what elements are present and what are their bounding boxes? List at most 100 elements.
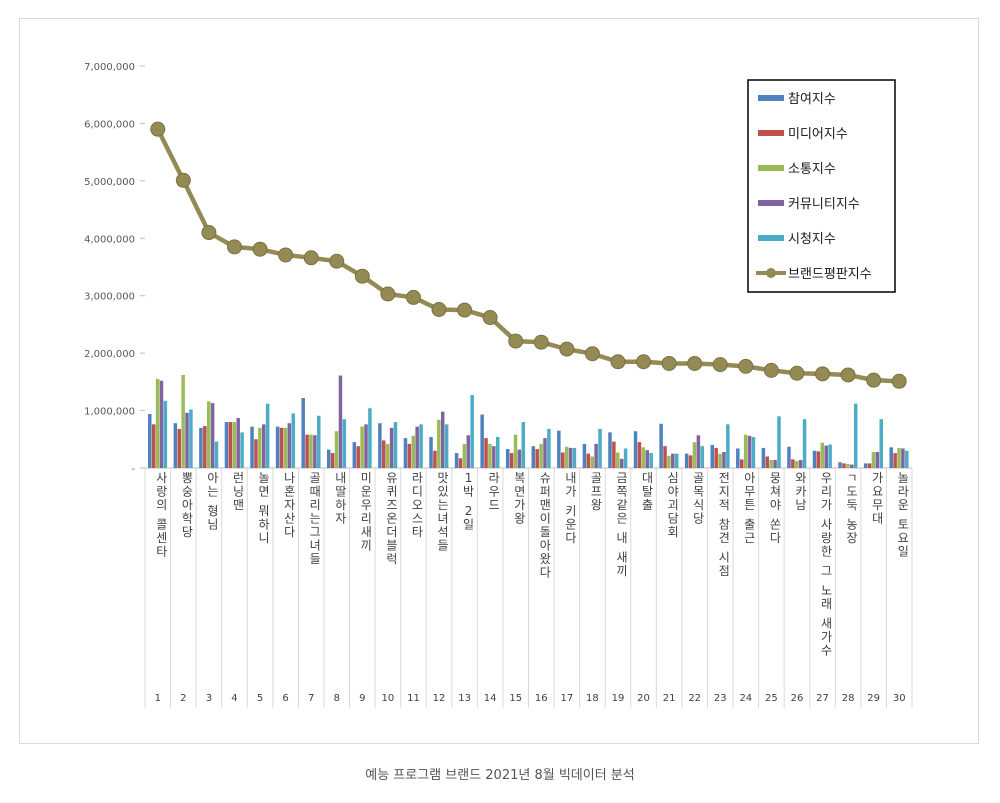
bar-미디어지수 [688, 455, 693, 468]
bar-미디어지수 [816, 451, 821, 468]
category-number: 15 [509, 693, 522, 704]
bar-소통지수 [181, 374, 185, 468]
bar-커뮤니티지수 [440, 411, 445, 468]
bar-참여지수 [608, 432, 612, 468]
category-number: 21 [663, 693, 676, 704]
bar-시청지수 [802, 419, 807, 468]
bar-커뮤니티지수 [389, 427, 394, 468]
bar-시청지수 [674, 453, 679, 468]
bar-미디어지수 [867, 463, 872, 468]
bar-시청지수 [547, 428, 551, 468]
category-number: 28 [842, 693, 855, 704]
category-number: 19 [612, 693, 625, 704]
bar-미디어지수 [203, 426, 207, 468]
bar-커뮤니티지수 [210, 403, 215, 468]
category-number: 20 [637, 693, 650, 704]
bar-시청지수 [291, 413, 295, 468]
bar-커뮤니티지수 [236, 418, 240, 468]
bar-참여지수 [505, 449, 510, 468]
bar-시청지수 [751, 436, 756, 468]
bar-시청지수 [240, 432, 244, 468]
point-브랜드평판지수 [380, 286, 396, 302]
point-브랜드평판지수 [329, 253, 345, 269]
point-브랜드평판지수 [226, 239, 242, 255]
bar-소통지수 [846, 463, 850, 468]
point-브랜드평판지수 [201, 225, 217, 241]
bar-시청지수 [214, 441, 219, 468]
bar-참여지수 [199, 427, 203, 468]
bar-시청지수 [470, 395, 474, 468]
bar-커뮤니티지수 [543, 438, 547, 468]
bar-커뮤니티지수 [824, 445, 828, 468]
bar-참여지수 [838, 462, 842, 468]
bar-커뮤니티지수 [619, 458, 624, 468]
bar-참여지수 [761, 447, 766, 468]
category-number: 13 [458, 693, 471, 704]
bar-소통지수 [897, 447, 901, 468]
point-브랜드평판지수 [533, 334, 549, 350]
bar-미디어지수 [458, 458, 463, 468]
bar-소통지수 [513, 434, 518, 468]
category-number: 14 [484, 693, 497, 704]
y-tick-label: 2,000,000 [84, 349, 135, 360]
bar-시청지수 [444, 424, 449, 468]
point-브랜드평판지수 [252, 241, 268, 257]
bar-커뮤니티지수 [875, 451, 880, 468]
category-number: 29 [867, 693, 880, 704]
bar-미디어지수 [637, 442, 642, 468]
bar-시청지수 [879, 419, 883, 468]
point-브랜드평판지수 [661, 355, 677, 371]
legend-swatch [758, 130, 784, 136]
bar-소통지수 [232, 422, 237, 468]
bar-미디어지수 [842, 463, 846, 468]
bar-커뮤니티지수 [338, 375, 343, 468]
bar-미디어지수 [279, 427, 284, 468]
bar-소통지수 [283, 427, 288, 468]
y-tick-label: 6,000,000 [84, 119, 135, 130]
bar-커뮤니티지수 [696, 435, 701, 468]
bar-참여지수 [173, 423, 178, 468]
bar-커뮤니티지수 [466, 435, 471, 468]
bar-시청지수 [853, 403, 858, 468]
category-number: 18 [586, 693, 599, 704]
bar-커뮤니티지수 [262, 424, 266, 468]
bar-참여지수 [787, 446, 791, 468]
category-number: 25 [765, 693, 778, 704]
category-number: 10 [382, 693, 395, 704]
bar-미디어지수 [765, 456, 770, 468]
legend-label: 미디어지수 [788, 127, 848, 142]
bar-커뮤니티지수 [722, 451, 726, 468]
y-tick-label: 3,000,000 [84, 292, 135, 303]
point-브랜드평판지수 [405, 289, 421, 305]
bar-참여지수 [557, 430, 561, 468]
bar-커뮤니티지수 [287, 423, 292, 468]
point-브랜드평판지수 [457, 302, 473, 318]
bar-참여지수 [275, 426, 280, 468]
bar-커뮤니티지수 [159, 380, 164, 468]
bar-미디어지수 [177, 428, 181, 468]
bar-미디어지수 [330, 453, 335, 468]
bar-미디어지수 [484, 438, 488, 468]
bar-커뮤니티지수 [415, 426, 419, 468]
point-브랜드평판지수 [508, 333, 524, 349]
bar-참여지수 [378, 423, 382, 468]
bar-소통지수 [820, 442, 825, 468]
point-브랜드평판지수 [431, 301, 447, 317]
category-number: 26 [791, 693, 804, 704]
point-브랜드평판지수 [584, 346, 600, 362]
bar-참여지수 [480, 414, 484, 468]
bar-참여지수 [403, 438, 408, 468]
bar-참여지수 [301, 397, 305, 468]
bar-시청지수 [726, 424, 730, 468]
bar-참여지수 [684, 453, 689, 468]
point-브랜드평판지수 [354, 268, 370, 284]
bar-커뮤니티지수 [747, 435, 752, 468]
